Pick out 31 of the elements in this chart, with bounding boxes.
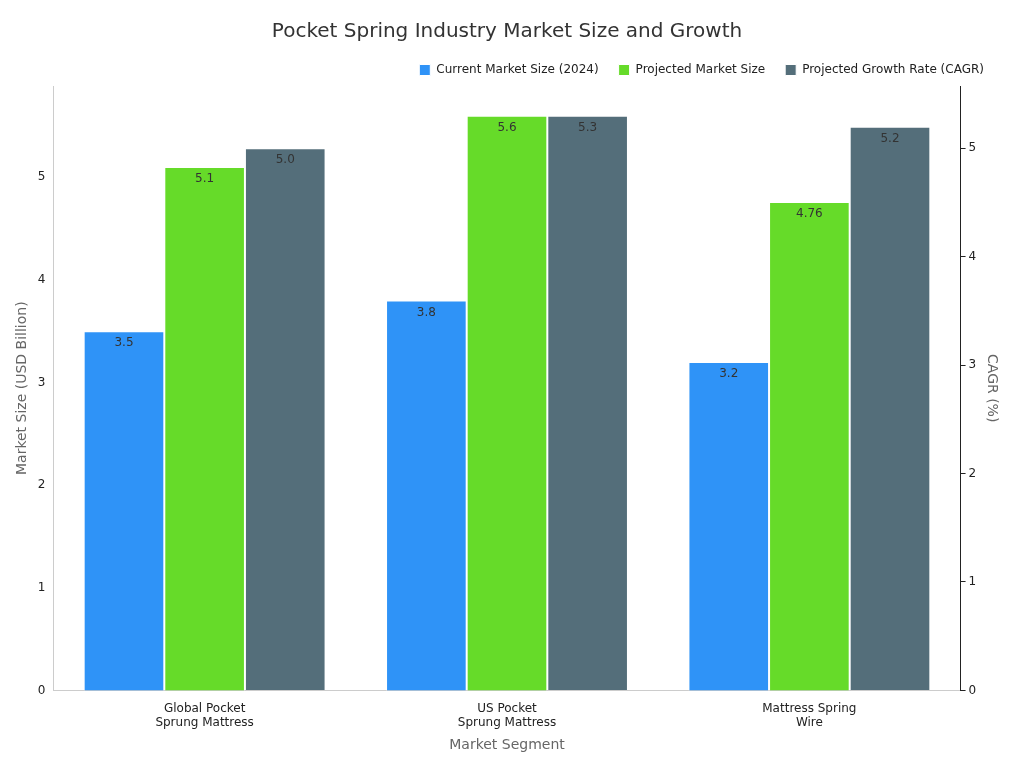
x-tick-label: Global Pocket Sprung Mattress <box>155 700 254 730</box>
y-tick-label: 3 <box>37 374 46 389</box>
chart-title: Pocket Spring Industry Market Size and Growth <box>271 18 743 43</box>
legend-label: Projected Market Size <box>635 62 766 77</box>
data-label: 3.5 <box>114 335 134 350</box>
y-tick-label: 0 <box>37 682 46 697</box>
data-label: 5.3 <box>578 119 598 134</box>
y2-tick-label: 5 <box>968 140 977 155</box>
data-label: 5.6 <box>497 119 517 134</box>
y-tick-label: 1 <box>37 579 46 594</box>
y2-tick-label: 4 <box>968 248 977 263</box>
y2-tick-label: 0 <box>968 682 977 697</box>
legend-label: Current Market Size (2024) <box>436 62 599 77</box>
y-tick-label: 4 <box>37 272 46 287</box>
data-label: 5.1 <box>195 171 215 186</box>
data-label: 5.0 <box>275 152 295 167</box>
y-tick-label: 2 <box>37 477 46 492</box>
y2-tick-label: 2 <box>968 465 977 480</box>
y-axis-title: Market Size (USD Billion) <box>13 301 30 476</box>
data-label: 4.76 <box>796 206 823 221</box>
data-label: 3.8 <box>416 304 436 319</box>
y2-tick-label: 1 <box>968 574 977 589</box>
data-label: 3.2 <box>719 366 739 381</box>
x-axis-title: Market Segment <box>449 736 566 753</box>
x-tick-label: US Pocket Sprung Mattress <box>457 700 557 730</box>
x-tick-label: Mattress Spring Wire <box>762 700 857 730</box>
legend-label: Projected Growth Rate (CAGR) <box>802 62 984 77</box>
y2-tick-label: 3 <box>968 357 977 372</box>
y-tick-label: 5 <box>37 169 46 184</box>
y2-axis-title: CAGR (%) <box>984 354 1001 423</box>
data-label: 5.2 <box>880 130 900 145</box>
